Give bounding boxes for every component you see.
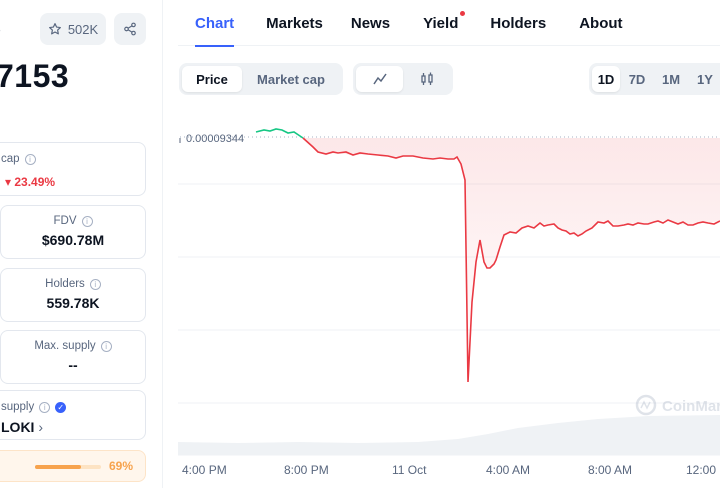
- supply-label: supply i ✓: [1, 401, 67, 413]
- supply-progress-fill: [35, 465, 81, 469]
- tab-holders[interactable]: Holders: [490, 14, 547, 32]
- tab-news[interactable]: News: [350, 14, 391, 32]
- market-cap-toggle-button[interactable]: Market cap: [257, 71, 325, 87]
- chart-type-toggle: [353, 63, 453, 95]
- fdv-value: $690.78M: [41, 232, 105, 248]
- x-tick-label: 8:00 AM: [588, 463, 632, 477]
- fdv-card: FDV i $690.78M: [0, 205, 146, 259]
- max-supply-card: Max. supply i --: [0, 330, 146, 384]
- tab-markets[interactable]: Markets: [266, 14, 323, 32]
- candlestick-button[interactable]: [403, 66, 450, 92]
- candlestick-icon: [420, 72, 433, 85]
- open-price-label: 0.00009344: [186, 133, 244, 145]
- caret-down-icon: ▾: [5, 175, 12, 189]
- tab-about[interactable]: About: [579, 14, 623, 32]
- holders-value: 559.78K: [46, 295, 100, 311]
- range-7d[interactable]: 7D: [628, 71, 646, 87]
- volume-area: [178, 415, 720, 455]
- info-icon: i: [81, 215, 93, 227]
- market-cap-card: cap i ▾ 23.49%: [0, 142, 146, 196]
- coinmarketcap-watermark: CoinMarketCap: [635, 394, 720, 416]
- rank-badge: 8: [0, 22, 1, 36]
- line-chart-button[interactable]: [356, 66, 403, 92]
- max-supply-label: Max. supply i: [1, 340, 145, 352]
- x-tick-label: 4:00 PM: [182, 463, 227, 477]
- supply-token: LOKI ›: [1, 419, 44, 435]
- supply-progress-bar: [35, 465, 101, 469]
- info-icon: i: [24, 153, 36, 165]
- tab-chart[interactable]: Chart: [195, 0, 235, 47]
- watermark-text: CoinMarketCap: [662, 398, 720, 415]
- x-tick-label: 8:00 PM: [284, 463, 329, 477]
- supply-card[interactable]: supply i ✓ LOKI ›: [0, 390, 146, 440]
- supply-progress-text: 69%: [109, 459, 134, 473]
- share-button[interactable]: [114, 13, 146, 45]
- range-1m[interactable]: 1M: [661, 71, 681, 87]
- price-toggle-button[interactable]: Price: [182, 66, 242, 92]
- fdv-label: FDV i: [1, 215, 145, 227]
- market-cap-label: cap i: [1, 153, 36, 165]
- range-1y[interactable]: 1Y: [697, 71, 713, 87]
- share-icon: [124, 22, 136, 36]
- price-line-down: [302, 137, 720, 383]
- info-icon: i: [100, 340, 112, 352]
- star-icon: [48, 23, 61, 35]
- range-1d[interactable]: 1D: [592, 66, 620, 92]
- x-tick-label: 11 Oct: [392, 463, 427, 477]
- detail-tabs: Chart Markets News Yield Holders About: [178, 0, 720, 47]
- holders-card[interactable]: Holders i 559.78K: [0, 268, 146, 322]
- watchlist-button[interactable]: 502K: [40, 13, 106, 45]
- time-range-selector: 1D 7D 1M 1Y: [589, 63, 720, 95]
- line-chart-icon: [372, 73, 387, 85]
- price-line-up: [255, 128, 304, 139]
- supply-progress-card: 69%: [0, 450, 146, 482]
- price-area-fill: [303, 138, 720, 382]
- price-chart[interactable]: 0.00009344 CoinMarketCap 4:00 PM 8:00 PM…: [178, 112, 720, 488]
- tab-yield[interactable]: Yield: [423, 0, 466, 46]
- max-supply-value: --: [68, 357, 78, 373]
- info-icon: i: [89, 278, 101, 290]
- market-cap-change: ▾ 23.49%: [5, 175, 56, 189]
- verified-icon: ✓: [55, 401, 67, 413]
- token-price: 7153: [0, 58, 70, 94]
- x-tick-label: 4:00 AM: [486, 463, 530, 477]
- info-icon: i: [39, 401, 51, 413]
- notification-dot: [460, 11, 466, 16]
- price-mcap-toggle: Price Market cap: [179, 63, 343, 95]
- x-tick-label: 12:00: [686, 463, 716, 477]
- holders-label: Holders i: [1, 278, 145, 290]
- watchlist-count: 502K: [67, 21, 99, 37]
- chevron-right-icon: ›: [38, 419, 44, 435]
